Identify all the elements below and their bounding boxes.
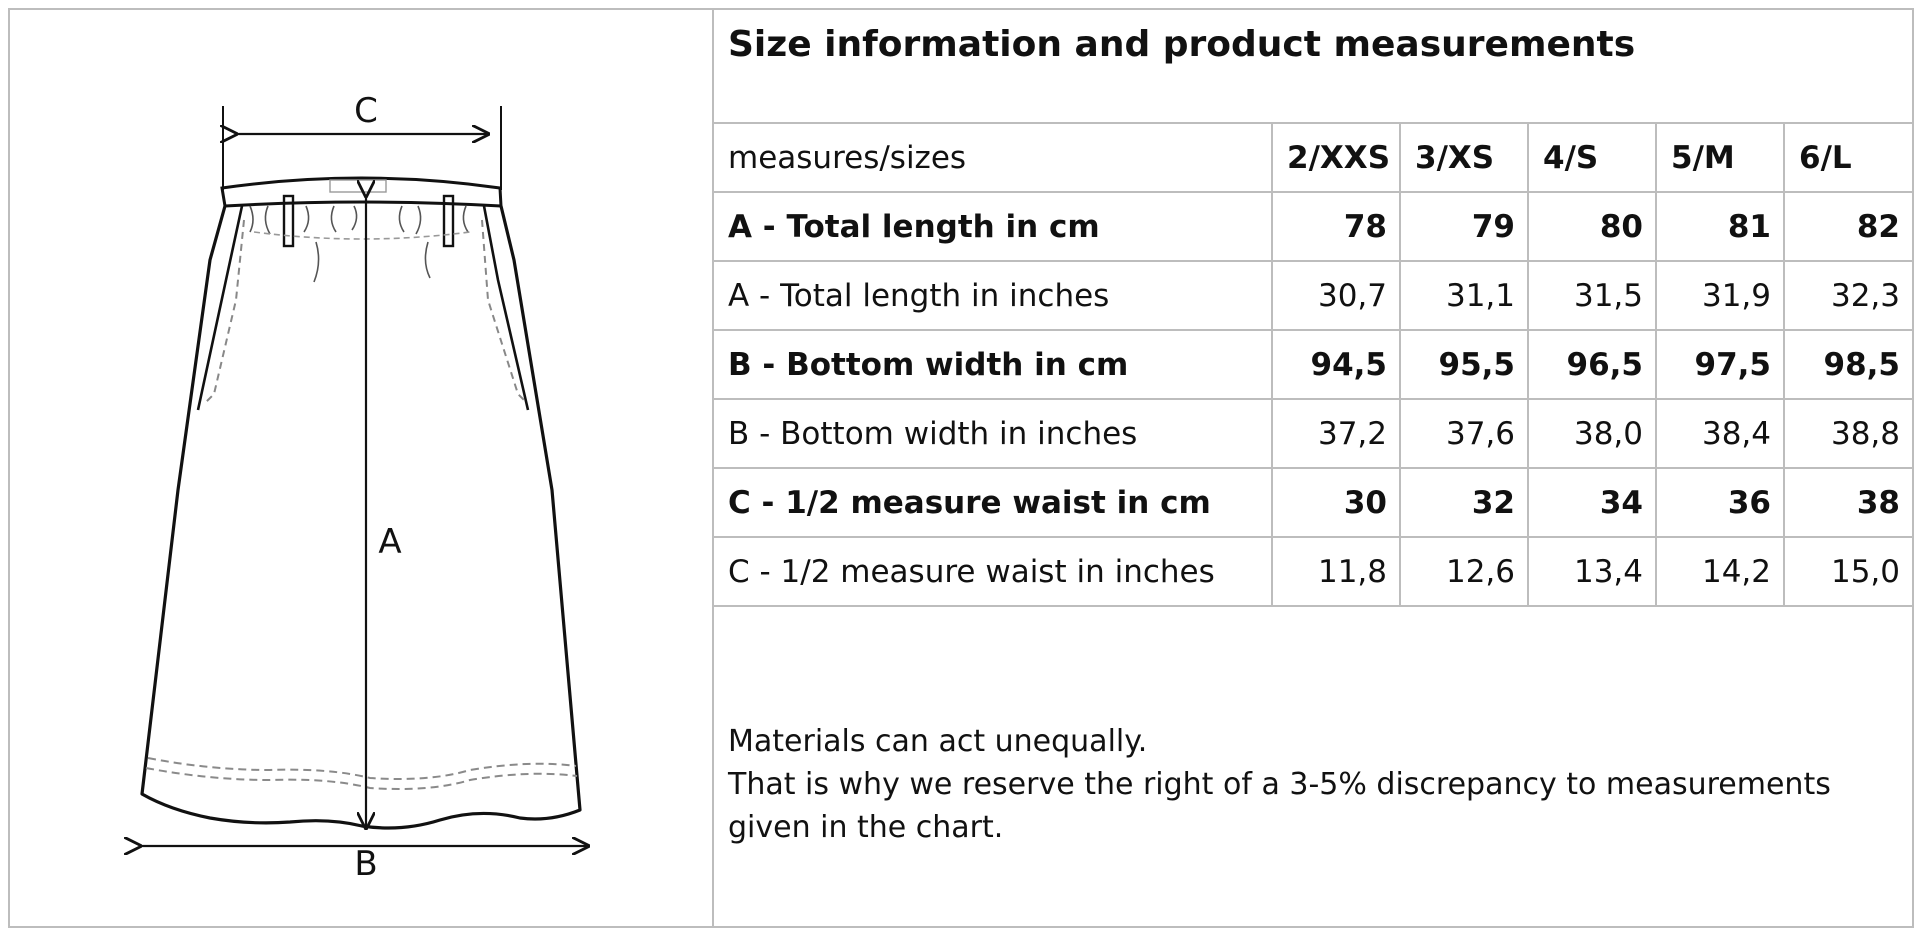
table-row: A - Total length in cm 78 79 80 81 82 bbox=[714, 191, 1912, 262]
row-label: C - 1/2 measure waist in inches bbox=[714, 536, 1272, 607]
header-size-5m: 5/M bbox=[1655, 122, 1784, 193]
table-cell: 37,6 bbox=[1399, 398, 1528, 469]
header-size-2xxs: 2/XXS bbox=[1271, 122, 1400, 193]
table-row: B - Bottom width in cm 94,5 95,5 96,5 97… bbox=[714, 329, 1912, 400]
discrepancy-note: Materials can act unequally. That is why… bbox=[728, 720, 1831, 849]
table-cell: 30 bbox=[1271, 467, 1400, 538]
table-cell: 37,2 bbox=[1271, 398, 1400, 469]
table-cell: 30,7 bbox=[1271, 260, 1400, 331]
size-table: measures/sizes 2/XXS 3/XS 4/S 5/M 6/L A … bbox=[714, 122, 1912, 607]
row-label: A - Total length in cm bbox=[714, 191, 1272, 262]
belt-loop-right bbox=[442, 194, 455, 248]
table-cell: 32 bbox=[1399, 467, 1528, 538]
skirt-outline bbox=[140, 205, 582, 830]
row-label: B - Bottom width in inches bbox=[714, 398, 1272, 469]
b-label: B bbox=[354, 844, 378, 884]
table-cell: 96,5 bbox=[1527, 329, 1656, 400]
right-pocket bbox=[481, 219, 527, 403]
hem-stitch-2 bbox=[145, 767, 578, 790]
table-cell: 32,3 bbox=[1783, 260, 1912, 331]
table-cell: 82 bbox=[1783, 191, 1912, 262]
label-tag bbox=[329, 179, 387, 193]
table-cell: 97,5 bbox=[1655, 329, 1784, 400]
size-chart-frame bbox=[8, 8, 1914, 928]
column-divider bbox=[712, 8, 714, 928]
header-label: measures/sizes bbox=[714, 122, 1272, 193]
table-cell: 78 bbox=[1271, 191, 1400, 262]
table-cell: 11,8 bbox=[1271, 536, 1400, 607]
table-row: C - 1/2 measure waist in cm 30 32 34 36 … bbox=[714, 467, 1912, 538]
table-cell: 94,5 bbox=[1271, 329, 1400, 400]
gather-marks bbox=[249, 205, 471, 283]
header-size-6l: 6/L bbox=[1783, 122, 1912, 193]
row-label: A - Total length in inches bbox=[714, 260, 1272, 331]
table-cell: 38,8 bbox=[1783, 398, 1912, 469]
table-cell: 80 bbox=[1527, 191, 1656, 262]
left-pocket bbox=[205, 219, 245, 403]
note-line: Materials can act unequally. bbox=[728, 724, 1148, 759]
skirt-diagram: C A B bbox=[10, 10, 710, 926]
table-cell: 38 bbox=[1783, 467, 1912, 538]
note-line: given in the chart. bbox=[728, 810, 1004, 845]
row-label: B - Bottom width in cm bbox=[714, 329, 1272, 400]
table-row: B - Bottom width in inches 37,2 37,6 38,… bbox=[714, 398, 1912, 469]
table-cell: 15,0 bbox=[1783, 536, 1912, 607]
table-cell: 38,4 bbox=[1655, 398, 1784, 469]
table-cell: 79 bbox=[1399, 191, 1528, 262]
belt-loop-left bbox=[282, 194, 295, 248]
table-cell: 95,5 bbox=[1399, 329, 1528, 400]
table-row: A - Total length in inches 30,7 31,1 31,… bbox=[714, 260, 1912, 331]
table-cell: 34 bbox=[1527, 467, 1656, 538]
header-size-3xs: 3/XS bbox=[1399, 122, 1528, 193]
table-cell: 31,9 bbox=[1655, 260, 1784, 331]
table-row: C - 1/2 measure waist in inches 11,8 12,… bbox=[714, 536, 1912, 607]
table-header-row: measures/sizes 2/XXS 3/XS 4/S 5/M 6/L bbox=[714, 122, 1912, 193]
left-seam bbox=[196, 205, 244, 411]
table-cell: 38,0 bbox=[1527, 398, 1656, 469]
a-label: A bbox=[378, 522, 402, 562]
row-label: C - 1/2 measure waist in cm bbox=[714, 467, 1272, 538]
header-size-4s: 4/S bbox=[1527, 122, 1656, 193]
right-seam bbox=[482, 205, 530, 411]
table-cell: 31,5 bbox=[1527, 260, 1656, 331]
c-label: C bbox=[354, 91, 378, 131]
table-cell: 31,1 bbox=[1399, 260, 1528, 331]
table-cell: 12,6 bbox=[1399, 536, 1528, 607]
table-cell: 81 bbox=[1655, 191, 1784, 262]
table-cell: 13,4 bbox=[1527, 536, 1656, 607]
table-cell: 36 bbox=[1655, 467, 1784, 538]
table-cell: 98,5 bbox=[1783, 329, 1912, 400]
table-cell: 14,2 bbox=[1655, 536, 1784, 607]
skirt-drawing bbox=[10, 106, 710, 926]
note-line: That is why we reserve the right of a 3-… bbox=[728, 767, 1831, 802]
page-title: Size information and product measurement… bbox=[728, 24, 1636, 65]
